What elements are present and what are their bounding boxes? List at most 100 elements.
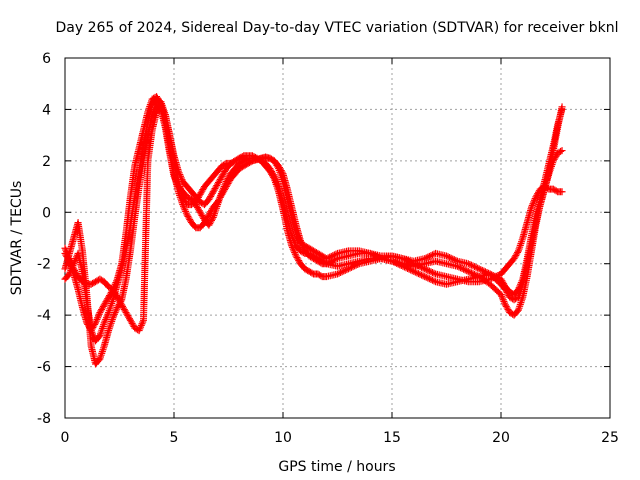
data-point-interp [499, 296, 507, 304]
data-point-interp [492, 273, 500, 281]
data-point-interp [102, 314, 110, 322]
data-point-interp [329, 252, 337, 260]
data-point-interp [288, 243, 296, 251]
data-point-interp [340, 267, 348, 275]
data-point-interp [136, 325, 144, 333]
data-point-interp [62, 248, 70, 256]
data-point [135, 327, 143, 335]
data-point-interp [62, 246, 70, 254]
data-point [558, 147, 566, 155]
x-tick-label: 20 [492, 430, 510, 446]
data-point-interp [477, 266, 485, 274]
data-point [443, 252, 450, 260]
data-point-interp [416, 270, 424, 278]
data-point-interp [452, 256, 460, 264]
data-point [421, 265, 429, 273]
data-point-interp [369, 251, 377, 259]
data-point [292, 229, 300, 237]
data-point-interp [220, 183, 228, 191]
data-point-interp [402, 264, 410, 272]
x-tick-label: 10 [274, 430, 292, 446]
y-tick-label: 4 [42, 102, 51, 118]
data-point-interp [418, 263, 426, 271]
data-point [288, 242, 296, 250]
x-axis-label: GPS time / hours [278, 459, 395, 475]
data-point-interp [348, 263, 356, 271]
data-point [174, 167, 182, 175]
data-point-interp [396, 261, 404, 269]
data-point-interp [474, 264, 482, 272]
data-point-interp [411, 260, 419, 268]
y-axis-ticks: -8 -6 -4 -2 0 2 4 6 [37, 51, 610, 427]
x-tick-label: 5 [170, 430, 179, 446]
x-axis-ticks: 0 5 10 15 20 25 [61, 58, 619, 446]
data-point-interp [444, 253, 452, 261]
data-point-interp [405, 265, 413, 273]
data-point-interp [480, 267, 488, 275]
y-tick-label: -8 [37, 411, 51, 427]
data-point-interp [498, 292, 506, 300]
data-point-interp [68, 263, 76, 271]
data-point-interp [513, 307, 521, 315]
data-point [410, 267, 418, 275]
data-point-interp [291, 249, 299, 257]
data-point-interp [397, 262, 405, 270]
data-point-interp [472, 263, 480, 271]
data-point-interp [68, 265, 76, 273]
data-point [421, 273, 429, 281]
data-point-interp [463, 267, 471, 275]
y-tick-label: -2 [37, 257, 51, 273]
data-point-interp [416, 263, 424, 271]
data-point-interp [343, 266, 351, 274]
data-point-interp [372, 252, 380, 260]
data-point-interp [517, 279, 525, 287]
data-point-interp [326, 253, 334, 261]
data-point-interp [460, 265, 468, 273]
data-point-interp [66, 268, 74, 276]
data-point-interp [408, 267, 416, 275]
data-point-interp [394, 260, 402, 268]
data-point [558, 188, 566, 196]
data-point-interp [414, 270, 422, 278]
y-tick-label: -6 [37, 360, 51, 376]
data-point-interp [528, 201, 536, 209]
data-point [399, 262, 407, 270]
data-point [486, 270, 494, 278]
data-point [410, 260, 418, 268]
data-point-interp [94, 312, 102, 320]
data-point-interp [471, 263, 479, 271]
data-point-interp [137, 321, 145, 329]
data-point-interp [335, 269, 343, 277]
data-point-interp [428, 269, 436, 277]
data-point-interp [500, 297, 508, 305]
data-point [65, 255, 73, 263]
data-point-interp [430, 269, 438, 277]
y-axis-label: SDTVAR / TECUs [9, 181, 25, 296]
data-point-interp [422, 254, 430, 262]
data-point-interp [327, 252, 335, 260]
data-point-interp [427, 252, 435, 260]
data-point-interp [400, 263, 408, 271]
data-point-interp [63, 249, 71, 257]
data-point-interp [139, 318, 147, 326]
data-point [421, 255, 429, 263]
data-point-interp [418, 271, 426, 279]
data-point-interp [393, 259, 401, 267]
data-point [70, 260, 78, 268]
data-point-interp [295, 236, 303, 244]
data-point-interp [182, 207, 190, 215]
data-point [464, 267, 472, 275]
data-point-interp [430, 277, 438, 285]
data-point-interp [376, 254, 384, 262]
data-point [334, 270, 341, 278]
data-point [218, 188, 226, 196]
data-point-interp [89, 332, 97, 340]
data-point-interp [95, 333, 103, 341]
data-point [558, 105, 566, 113]
x-tick-label: 25 [601, 430, 619, 446]
data-point-interp [424, 274, 432, 282]
data-point-interp [137, 323, 145, 331]
data-point-interp [182, 209, 190, 217]
data-point [497, 291, 505, 299]
data-point-interp [94, 314, 102, 322]
